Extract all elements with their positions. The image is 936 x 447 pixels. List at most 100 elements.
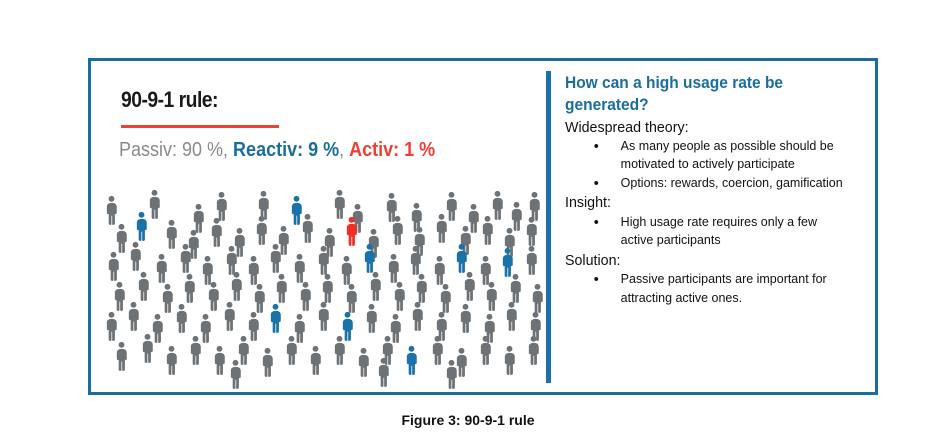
person-icon-passive [457,303,474,333]
person-icon-passive [291,313,308,343]
person-icon-passive [139,333,156,363]
person-icon-passive [185,229,202,259]
person-icon-passive [299,213,316,243]
person-icon-passive [181,273,198,303]
person-icon-passive [508,201,525,231]
person-icon-passive [338,255,355,285]
pictogram-panel: 90-9-1 rule: Passiv: 90 %, Reactiv: 9 %,… [91,61,546,392]
legend: Passiv: 90 %, Reactiv: 9 %, Activ: 1 % [119,139,435,162]
person-icon-passive [433,213,450,243]
person-icon-active [343,216,360,246]
person-icon-passive [477,255,494,285]
list-item: As many people as possible should be mot… [565,136,853,174]
person-icon-passive [297,281,314,311]
person-icon-passive [465,203,482,233]
person-icon-passive [437,283,454,313]
person-icon-passive [527,311,544,341]
section-label: Insight: [565,194,611,212]
person-icon-passive [523,216,540,246]
person-icon-passive [307,345,324,375]
person-icon-passive [315,245,332,275]
person-icon-passive [429,335,446,365]
person-icon-passive [177,243,194,273]
person-icon-passive [211,345,228,375]
person-icon-passive [479,215,496,245]
person-icon-passive [163,345,180,375]
person-icon-passive [113,223,130,253]
person-icon-passive [187,335,204,365]
legend-item-passive: Passiv: 90 % [119,139,224,161]
section-label: Solution: [565,251,621,269]
person-icon-reactive [453,243,470,273]
person-icon-passive [173,303,190,333]
bullet-list: As many people as possible should be mot… [565,136,865,195]
person-icon-passive [507,273,524,303]
title-underline [121,125,279,128]
list-item: High usage rate requires only a few acti… [565,212,853,250]
person-icon-passive [523,245,540,275]
person-icon-passive [125,301,142,331]
bullet-list: High usage rate requires only a few acti… [565,212,865,250]
pictogram-figure-grid [103,189,544,389]
person-icon-passive [321,227,338,257]
person-icon-passive [111,281,128,311]
person-icon-passive [407,245,424,275]
person-icon-passive [387,313,404,343]
legend-separator-1: , [223,139,234,161]
person-icon-passive [127,241,144,271]
person-icon-passive [483,281,500,311]
person-icon-passive [385,253,402,283]
person-icon-passive [367,271,384,301]
person-icon-passive [331,189,348,219]
person-icon-passive [227,359,244,389]
person-icon-passive [223,245,240,275]
person-icon-passive [291,253,308,283]
list-item: Options: rewards, coercion, gamification [565,173,853,195]
person-icon-passive [391,281,408,311]
person-icon-passive [205,281,222,311]
person-icon-reactive [499,247,516,277]
person-icon-passive [343,283,360,313]
card-inner: 90-9-1 rule: Passiv: 90 %, Reactiv: 9 %,… [91,61,875,392]
person-icon-passive [526,191,543,221]
section-label: Widespread theory: [565,118,689,136]
person-icon-reactive [403,345,420,375]
person-icon-passive [197,313,214,343]
person-icon-passive [383,192,400,222]
person-icon-reactive [288,195,305,225]
person-icon-passive [255,190,272,220]
person-icon-passive [525,335,542,365]
person-icon-passive [431,255,448,285]
person-icon-passive [253,215,270,245]
person-icon-passive [103,195,120,225]
person-icon-passive [251,283,268,313]
person-icon-passive [235,335,252,365]
figure-caption: Figure 3: 90-9-1 rule [401,412,535,428]
person-icon-passive [103,311,120,341]
person-icon-passive [389,215,406,245]
person-icon-passive [228,271,245,301]
person-icon-passive [315,301,332,331]
person-icon-passive [433,311,450,341]
person-icon-passive [267,243,284,273]
person-icon-passive [231,227,248,257]
person-icon-passive [453,347,470,377]
person-icon-passive [408,202,425,232]
person-icon-passive [208,217,225,247]
person-icon-passive [199,255,216,285]
person-icon-passive [149,313,166,343]
person-icon-passive [443,359,460,389]
person-icon-passive [146,189,163,219]
figure-card: 90-9-1 rule: Passiv: 90 %, Reactiv: 9 %,… [88,58,878,395]
person-icon-passive [461,271,478,301]
person-icon-passive [153,253,170,283]
person-icon-passive [105,251,122,281]
explanation-heading: How can a high usage rate be generated? [565,74,784,114]
person-icon-passive [159,283,176,313]
person-icon-passive [457,225,474,255]
person-icon-passive [245,255,262,285]
panel-divider [546,71,551,383]
person-icon-passive [275,225,292,255]
person-icon-passive [501,345,518,375]
person-icon-passive [221,301,238,331]
